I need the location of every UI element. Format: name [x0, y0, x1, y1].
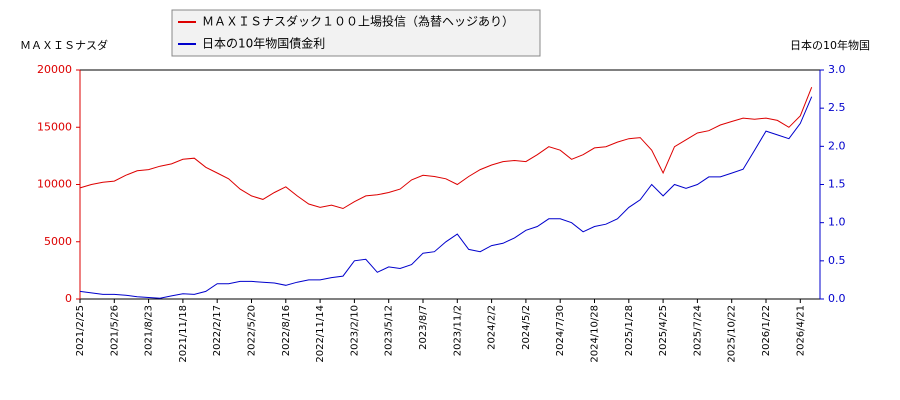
x-tick-label: 2023/11/2 [452, 305, 463, 356]
series-line [79, 87, 813, 210]
x-tick-label: 2024/10/28 [590, 305, 601, 363]
y2-tick-label: 1.5 [828, 178, 846, 191]
x-tick-label: 2024/5/2 [521, 305, 532, 350]
x-tick-label: 2022/5/20 [247, 305, 258, 356]
y2-tick-label: 2.0 [828, 139, 846, 152]
y-tick-label: 10000 [37, 178, 72, 191]
x-tick-label: 2025/10/22 [727, 305, 738, 363]
x-tick-label: 2021/8/23 [144, 305, 155, 356]
x-tick-label: 2026/1/22 [761, 305, 772, 356]
x-tick-label: 2024/2/2 [487, 305, 498, 350]
y2-tick-label: 1.0 [828, 216, 846, 229]
x-tick-label: 2025/1/28 [624, 305, 635, 356]
x-tick-label: 2022/2/17 [212, 305, 223, 356]
x-tick-label: 2026/4/21 [795, 305, 806, 356]
y-tick-label: 20000 [37, 63, 72, 76]
y2-tick-label: 0.5 [828, 254, 846, 267]
x-tick-label: 2021/11/18 [178, 305, 189, 363]
y2-axis-label: 日本の10年物国 [790, 38, 870, 52]
x-tick-label: 2025/7/24 [692, 305, 703, 356]
y2-tick-label: 0.0 [828, 292, 846, 305]
x-tick-label: 2023/5/12 [384, 305, 395, 356]
y-tick-label: 0 [65, 292, 72, 305]
y2-tick-label: 3.0 [828, 63, 846, 76]
y-tick-label: 5000 [44, 235, 72, 248]
x-tick-label: 2024/7/30 [555, 305, 566, 356]
series-line [79, 96, 813, 299]
x-tick-label: 2021/5/26 [109, 305, 120, 356]
y-axis-label: ＭＡＸＩＳナスダ [20, 38, 108, 52]
x-tick-label: 2025/4/25 [658, 305, 669, 356]
x-tick-label: 2023/2/10 [349, 305, 360, 356]
x-tick-label: 2021/2/25 [75, 305, 86, 356]
x-tick-label: 2022/8/16 [281, 305, 292, 356]
y-tick-label: 15000 [37, 120, 72, 133]
x-tick-label: 2023/8/7 [418, 305, 429, 350]
x-tick-label: 2022/11/14 [315, 305, 326, 363]
y2-tick-label: 2.5 [828, 101, 846, 114]
plot-frame [79, 69, 821, 300]
legend-box [171, 9, 541, 57]
legend-label: ＭＡＸＩＳナスダック１００上場投信（為替ヘッジあり） [202, 14, 514, 29]
legend-label: 日本の10年物国債金利 [202, 36, 325, 51]
